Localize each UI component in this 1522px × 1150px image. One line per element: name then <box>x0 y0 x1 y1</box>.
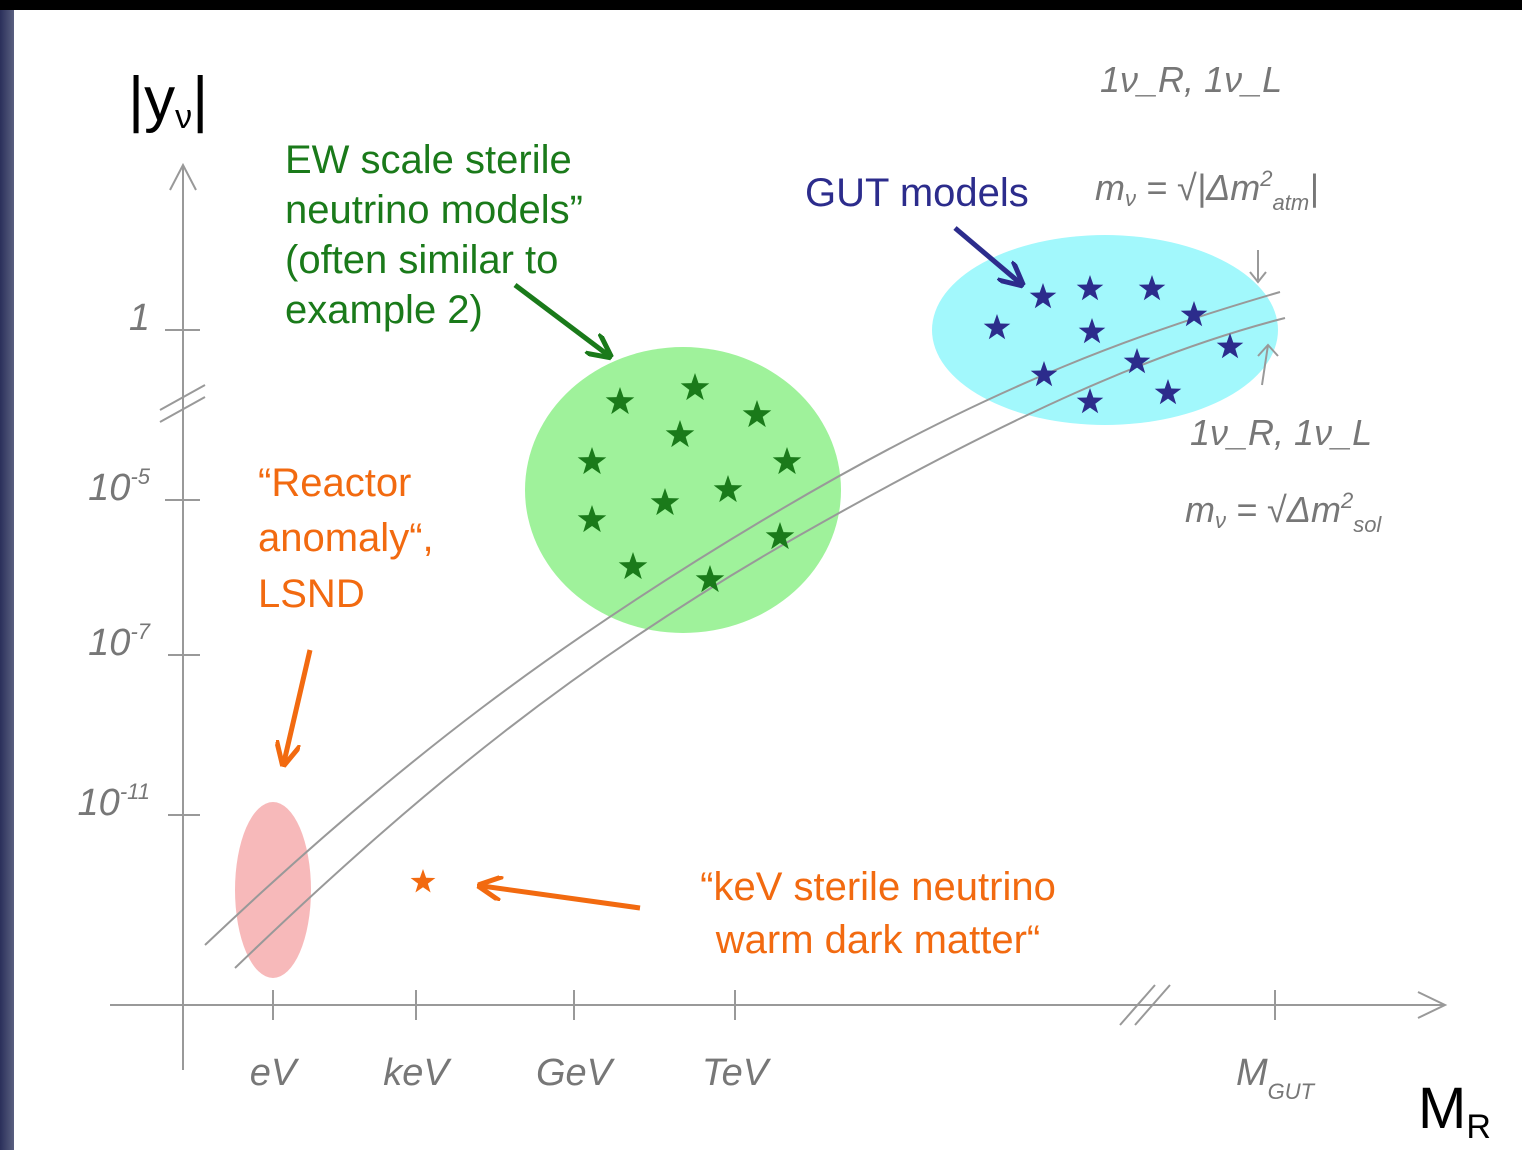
star <box>650 488 680 516</box>
star <box>765 522 795 550</box>
x-break <box>1119 984 1171 1026</box>
y-tick-label: 10-7 <box>88 619 151 664</box>
note-part: m <box>1095 167 1125 208</box>
hand-note: mν = √Δm2sol <box>1185 488 1382 537</box>
reactor-text: anomaly“, <box>258 516 434 560</box>
note-part: atm <box>1273 190 1310 215</box>
hand-arrow <box>1257 343 1279 386</box>
ew-text: EW scale sterile <box>285 138 572 182</box>
star <box>680 373 710 401</box>
note-part: ν <box>1125 186 1136 211</box>
y-tick-label: 10-11 <box>78 779 150 824</box>
hand-note: 1ν_R, 1ν_L <box>1190 412 1372 453</box>
x-tick-label: TeV <box>702 1052 772 1094</box>
note-part: m <box>1185 489 1215 530</box>
y-tick-label: 10-5 <box>88 464 151 509</box>
tick-exp: -5 <box>130 464 150 489</box>
tick-base: 1 <box>129 297 150 339</box>
star <box>1076 388 1104 414</box>
star <box>772 447 802 475</box>
star <box>410 869 436 893</box>
note-part: 2 <box>1259 166 1272 191</box>
x-axis <box>110 991 1448 1019</box>
star <box>665 420 695 448</box>
curve <box>234 317 1286 969</box>
tick-base: M <box>1236 1052 1268 1094</box>
ew-text: neutrino models” <box>285 188 583 232</box>
y-tick-marks <box>165 329 200 816</box>
star <box>577 447 607 475</box>
reactor-text: “Reactor <box>258 461 411 505</box>
star <box>713 475 743 503</box>
gut-text: GUT models <box>805 171 1029 215</box>
note-part: sol <box>1353 512 1382 537</box>
star <box>1029 283 1057 309</box>
reactor-arrow <box>284 649 313 762</box>
star <box>1216 333 1244 359</box>
note-part: = √Δm <box>1226 489 1341 530</box>
note-part: = √|Δm <box>1136 167 1260 208</box>
note-part: 2 <box>1340 488 1353 513</box>
label-part: y <box>144 65 175 134</box>
star <box>1180 301 1208 327</box>
tick-exp: -11 <box>120 779 150 804</box>
ew-text: example 2) <box>285 288 483 332</box>
tick-base: TeV <box>702 1052 772 1094</box>
tick-base: 10 <box>88 622 130 664</box>
kev-text: “keV sterile neutrino <box>700 865 1056 909</box>
star <box>1154 379 1182 405</box>
x-tick-label: keV <box>383 1052 452 1094</box>
tick-base: 10 <box>88 467 130 509</box>
star <box>605 387 635 415</box>
x-tick-label: GeV <box>536 1052 616 1094</box>
y-tick-label: 1 <box>129 297 150 339</box>
label-sub: R <box>1466 1108 1491 1146</box>
curve <box>204 291 1281 946</box>
y-break <box>159 384 206 423</box>
star <box>1123 348 1151 374</box>
tick-base: 10 <box>78 782 120 824</box>
kev-arrow <box>482 886 641 911</box>
reactor-region <box>235 802 311 978</box>
y-axis-label: |yν| <box>128 65 208 136</box>
star <box>1138 275 1166 301</box>
x-tick-label: MGUT <box>1236 1052 1316 1104</box>
note-part: | <box>1309 167 1318 208</box>
y-axis <box>169 162 197 1070</box>
ew-region <box>525 347 841 633</box>
tick-exp: -7 <box>130 619 150 644</box>
side-bar <box>0 10 14 1150</box>
star <box>983 314 1011 340</box>
label-part: | <box>128 65 144 134</box>
note-part: ν <box>1215 508 1226 533</box>
tick-base: GeV <box>536 1052 616 1094</box>
label-part: | <box>192 65 208 134</box>
tick-base: eV <box>250 1052 300 1094</box>
star <box>1078 318 1106 344</box>
star <box>577 505 607 533</box>
hand-arrow <box>1249 250 1267 284</box>
gut-region <box>932 235 1278 425</box>
ew-text: (often similar to <box>285 238 558 282</box>
star <box>1076 275 1104 301</box>
label-part: M <box>1418 1076 1466 1141</box>
gut-arrow <box>953 226 1020 283</box>
star <box>618 552 648 580</box>
hand-note: mν = √|Δm2atm| <box>1095 166 1319 215</box>
x-tick-label: eV <box>250 1052 300 1094</box>
star <box>1030 361 1058 387</box>
star <box>742 400 772 428</box>
x-tick-marks <box>272 990 1276 1020</box>
label-sub: ν <box>175 98 192 136</box>
ew-arrow <box>513 283 608 355</box>
tick-base: keV <box>383 1052 452 1094</box>
reactor-text: LSND <box>258 572 365 616</box>
tick-sub: GUT <box>1268 1079 1316 1104</box>
x-axis-label: MR <box>1418 1076 1491 1146</box>
kev-text: warm dark matter“ <box>715 918 1041 962</box>
hand-note: 1ν_R, 1ν_L <box>1100 59 1282 100</box>
star <box>695 565 725 593</box>
